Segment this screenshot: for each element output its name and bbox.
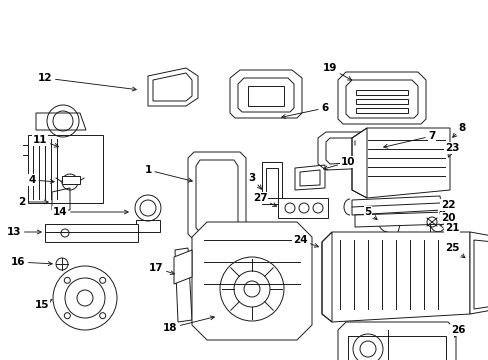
Circle shape (53, 266, 117, 330)
Polygon shape (148, 68, 198, 106)
Polygon shape (351, 196, 441, 215)
Polygon shape (229, 70, 302, 118)
Text: 10: 10 (323, 157, 354, 170)
Polygon shape (321, 232, 469, 322)
Text: 26: 26 (450, 325, 464, 337)
Text: 17: 17 (148, 263, 174, 275)
Text: 2: 2 (19, 197, 48, 207)
Text: 8: 8 (452, 123, 465, 137)
Text: 6: 6 (281, 103, 328, 118)
Text: 20: 20 (439, 213, 454, 223)
Text: 22: 22 (439, 200, 454, 210)
Polygon shape (175, 248, 192, 322)
Text: 7: 7 (383, 131, 435, 148)
Text: 3: 3 (248, 173, 261, 189)
Text: 18: 18 (163, 316, 214, 333)
Text: 4: 4 (28, 175, 54, 185)
Polygon shape (317, 132, 372, 170)
Text: 21: 21 (439, 223, 458, 233)
Text: 11: 11 (33, 135, 59, 147)
Polygon shape (351, 128, 449, 198)
Text: 14: 14 (53, 207, 128, 217)
Polygon shape (174, 250, 192, 284)
Polygon shape (187, 152, 245, 240)
Polygon shape (62, 176, 80, 184)
Polygon shape (354, 212, 446, 227)
Text: 9: 9 (438, 210, 445, 224)
Text: 23: 23 (444, 143, 458, 157)
Polygon shape (337, 72, 425, 124)
Polygon shape (28, 135, 103, 203)
Text: 16: 16 (11, 257, 52, 267)
Polygon shape (192, 222, 311, 340)
Polygon shape (278, 198, 327, 218)
Text: 19: 19 (322, 63, 351, 80)
Polygon shape (469, 232, 488, 314)
Polygon shape (337, 322, 455, 360)
Text: 24: 24 (292, 235, 318, 247)
Text: 13: 13 (7, 227, 41, 237)
Text: 1: 1 (144, 165, 192, 182)
Polygon shape (45, 224, 138, 242)
Polygon shape (36, 113, 86, 130)
Text: 27: 27 (252, 193, 276, 206)
Text: 12: 12 (38, 73, 136, 91)
Text: 25: 25 (444, 243, 464, 258)
Text: 15: 15 (35, 300, 52, 310)
Text: 5: 5 (364, 207, 376, 220)
